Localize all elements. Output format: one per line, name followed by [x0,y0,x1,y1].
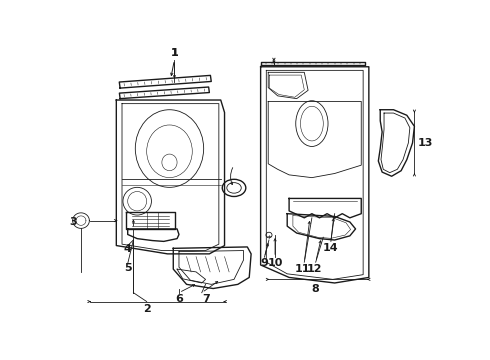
Text: 1: 1 [171,48,178,58]
Text: 13: 13 [417,138,433,148]
Text: 9: 9 [261,258,269,268]
Text: 7: 7 [202,294,210,304]
Text: 8: 8 [312,284,319,294]
Text: 14: 14 [323,243,339,253]
Text: 3: 3 [69,217,76,227]
Text: 10: 10 [268,258,283,268]
Text: 12: 12 [307,264,323,274]
Text: 4: 4 [124,244,132,254]
Text: 6: 6 [175,294,183,304]
Text: 2: 2 [143,304,150,314]
Text: 1: 1 [171,48,178,58]
Text: 5: 5 [124,263,131,273]
Text: 11: 11 [294,264,310,274]
